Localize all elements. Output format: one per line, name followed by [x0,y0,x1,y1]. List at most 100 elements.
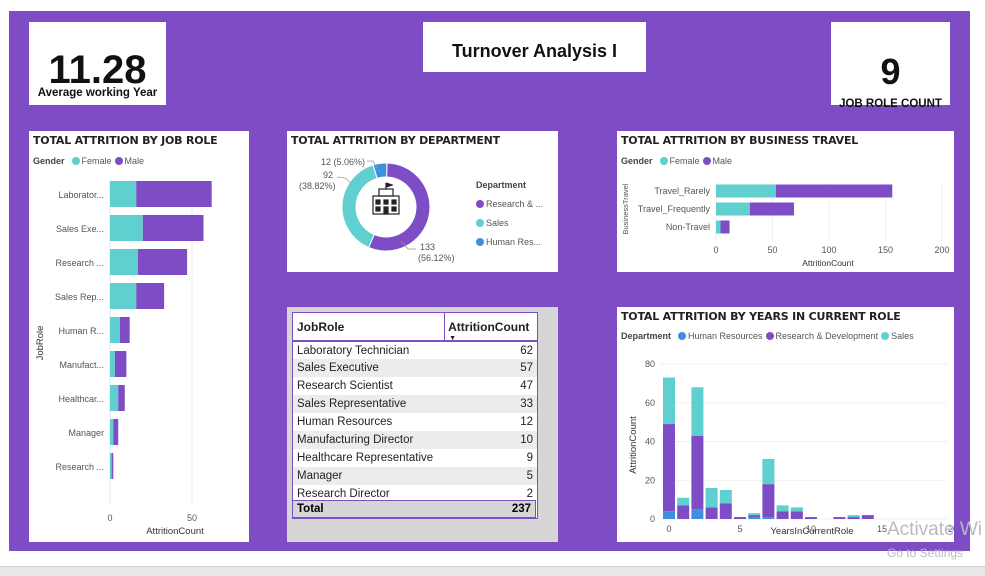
job-role-bar-male[interactable] [136,283,165,309]
job-role-bar-female[interactable] [110,215,143,241]
job-role-legend-female[interactable]: Female [81,156,112,166]
business-travel-bar-female[interactable] [716,202,750,216]
table-row[interactable]: Human Resources 12 [293,413,537,431]
table-row[interactable]: Sales Executive 57 [293,359,537,377]
business-travel-x-tick: 200 [934,245,949,255]
attrition-by-business-travel-panel[interactable]: TOTAL ATTRITION BY BUSINESS TRAVEL Gende… [617,131,954,272]
sort-descending-icon[interactable]: ▼ [449,335,457,342]
attrition-by-years-in-role-panel[interactable]: TOTAL ATTRITION BY YEARS IN CURRENT ROLE… [617,307,954,542]
job-role-legend-male[interactable]: Male [124,156,145,166]
job-role-category-label: Human R... [58,326,104,336]
job-role-bar-female[interactable] [110,181,137,207]
kpi-job-role-count-label: JOB ROLE COUNT [839,98,942,110]
attrition-by-job-role-panel[interactable]: TOTAL ATTRITION BY JOB ROLE Gender Female… [29,131,249,542]
years-in-role-bar-chart[interactable]: AttritionCount YearsInCurrentRole 0 20 40 6… [617,307,954,542]
years-role-bar-segment[interactable] [762,517,775,519]
job-role-category-label: Research ... [55,462,104,472]
years-role-bar-segment[interactable] [790,511,803,519]
job-role-bar-female[interactable] [110,385,119,411]
job-role-bar-female[interactable] [110,453,112,479]
job-role-bar-male[interactable] [142,215,204,241]
years-role-bar-segment[interactable] [663,424,675,512]
years-role-bar-segment[interactable] [762,484,775,518]
years-role-bar-segment[interactable] [677,497,690,506]
years-role-bar-segment[interactable] [663,377,675,425]
table-row[interactable]: Research Scientist 47 [293,377,537,395]
years-role-x-tick: 5 [737,524,742,534]
years-role-bar-segment[interactable] [805,517,817,519]
years-role-bar-segment[interactable] [847,517,860,519]
years-role-bar-segment[interactable] [677,505,690,519]
job-role-bar-male[interactable] [136,181,212,207]
business-travel-bar-female[interactable] [716,184,776,198]
years-role-bar-segment[interactable] [776,511,789,519]
sales-legend-dot [881,332,890,340]
years-role-bar-segment[interactable] [719,503,732,520]
department-donut-chart[interactable]: 12 (5.06%) 92 (38.82%) 133 (56.12%) [287,131,558,272]
table-row[interactable]: Manufacturing Director 10 [293,431,537,449]
kpi-job-role-count[interactable]: 9 JOB ROLE COUNT [831,22,950,110]
table-row[interactable]: Laboratory Technician 62 [293,341,537,359]
job-role-category-label: Manufact... [59,360,104,370]
kpi-average-working-year[interactable]: 11.28 Average working Year [29,22,166,105]
job-role-table: JobRole AttritionCount ▼ Laboratory Techn… [293,313,537,503]
years-role-bar-segment[interactable] [734,517,746,519]
job-role-bar-male[interactable] [137,249,188,275]
years-role-bar-segment[interactable] [663,511,675,519]
department-legend-item-rd[interactable]: Research & ... [476,195,543,214]
years-role-bar-segment[interactable] [790,507,803,512]
years-role-bar-segment[interactable] [691,387,704,436]
job-role-bar-female[interactable] [110,283,137,309]
business-travel-bar-chart[interactable]: BusinessTravel AttritionCount 0 50 100 150 2… [617,131,954,272]
job-role-bar-male[interactable] [114,351,127,377]
job-role-bar-female[interactable] [110,419,114,445]
years-role-bar-segment[interactable] [748,515,761,518]
job-role-bar-male[interactable] [113,419,119,445]
job-role-bar-female[interactable] [110,351,115,377]
years-role-bar-segment[interactable] [691,435,704,510]
table-row[interactable]: Research Director 2 [293,485,537,503]
job-role-bar-male[interactable] [111,453,114,479]
years-role-legend-title: Department [621,331,672,341]
attrition-by-department-panel[interactable]: TOTAL ATTRITION BY DEPARTMENT 12 (5.06%)… [287,131,558,272]
table-row[interactable]: Healthcare Representative 9 [293,449,537,467]
years-role-bar-segment[interactable] [705,488,718,508]
years-role-bar-segment[interactable] [762,458,775,485]
job-role-bar-male[interactable] [118,385,125,411]
job-role-bar-male[interactable] [119,317,130,343]
years-role-bar-segment[interactable] [833,517,846,519]
department-legend-item-sales[interactable]: Sales [476,214,543,233]
years-role-x-tick: 15 [877,524,887,534]
rd-slice-pct: (56.12%) [418,253,455,263]
department-legend-item-hr[interactable]: Human Res... [476,233,543,252]
years-role-legend-sales[interactable]: Sales [891,331,914,341]
table-header-jobrole[interactable]: JobRole [293,313,446,341]
job-role-table-panel[interactable]: JobRole AttritionCount ▼ Laboratory Techn… [287,307,558,542]
department-legend-hr-label: Human Res... [486,237,542,247]
business-travel-bar-male[interactable] [775,184,893,198]
business-travel-bar-female[interactable] [716,220,721,234]
years-role-bar-segment[interactable] [691,509,704,519]
business-travel-bar-male[interactable] [720,220,730,234]
years-role-bar-segment[interactable] [776,505,789,512]
donut-slice[interactable] [368,162,431,252]
table-row[interactable]: Manager 5 [293,467,537,485]
business-travel-legend-male[interactable]: Male [712,156,733,166]
years-role-legend-rd[interactable]: Research & Development [775,331,879,341]
years-role-bar-segment[interactable] [705,507,718,519]
donut-slice[interactable] [341,164,378,249]
job-role-bar-female[interactable] [110,317,120,343]
years-role-bar-segment[interactable] [847,515,860,518]
job-role-bar-chart[interactable]: JobRole AttritionCount 0 50 Laborator...… [29,131,249,542]
years-role-legend-hr[interactable]: Human Resources [688,331,763,341]
business-travel-bar-male[interactable] [749,202,794,216]
business-travel-legend-female[interactable]: Female [669,156,700,166]
table-header-attritioncount[interactable]: AttritionCount ▼ [445,313,537,343]
table-row[interactable]: Sales Representative 33 [293,395,537,413]
years-role-bar-segment[interactable] [719,489,732,504]
table-cell-jobrole: Manager [297,470,343,482]
years-role-bar-segment[interactable] [861,515,874,519]
job-role-bar-female[interactable] [110,249,138,275]
years-role-bar-segment[interactable] [748,517,761,519]
years-role-bar-segment[interactable] [748,513,761,516]
